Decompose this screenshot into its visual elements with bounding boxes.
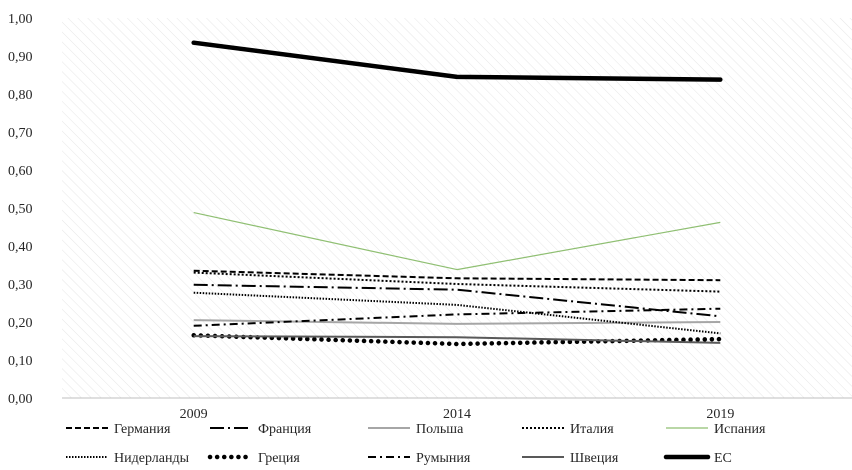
y-tick-label: 1,00: [8, 12, 33, 27]
x-axis: 2009 2014 2019: [62, 397, 852, 422]
legend-label-8: Румыния: [416, 451, 471, 466]
legend-label-10: ЕС: [714, 451, 732, 466]
y-tick-label: 0,60: [8, 164, 33, 179]
legend-label-9: Швеция: [570, 451, 619, 466]
x-tick-label: 2009: [180, 407, 208, 422]
legend-label-6: Нидерланды: [114, 451, 190, 466]
series-line-9: [193, 335, 721, 344]
legend-label-7: Греция: [258, 451, 300, 466]
legend-label-1: Германия: [114, 422, 171, 437]
legend-label-3: Польша: [416, 422, 464, 437]
series-line-1: [193, 269, 721, 282]
legend-label-4: Италия: [570, 422, 614, 437]
series-group: [191, 40, 723, 347]
series-line-10: [191, 40, 723, 82]
y-tick-label: 0,10: [8, 354, 33, 369]
y-axis: 0,00 0,10 0,20 0,30 0,40 0,50 0,60 0,70 0,80 0,90…: [8, 12, 33, 407]
legend-label-5: Испания: [714, 422, 766, 437]
y-tick-label: 0,50: [8, 202, 33, 217]
series-line-5: [193, 212, 721, 271]
series-line-8: [193, 307, 721, 327]
y-tick-label: 0,20: [8, 316, 33, 331]
legend-label-2: Франция: [258, 422, 312, 437]
y-tick-label: 0,80: [8, 88, 33, 103]
series-line-6: [193, 291, 721, 335]
y-tick-label: 0,40: [8, 240, 33, 255]
y-tick-label: 0,30: [8, 278, 33, 293]
x-tick-label: 2019: [706, 407, 734, 422]
y-tick-label: 0,70: [8, 126, 33, 141]
series-line-3: [193, 319, 721, 325]
x-tick-label: 2014: [443, 407, 471, 422]
legend: Германия Франция Польша Италия Испания Нидерл…: [66, 422, 766, 466]
y-tick-label: 0,90: [8, 50, 33, 65]
series-line-2: [193, 283, 721, 318]
y-tick-label: 0,00: [8, 392, 33, 407]
